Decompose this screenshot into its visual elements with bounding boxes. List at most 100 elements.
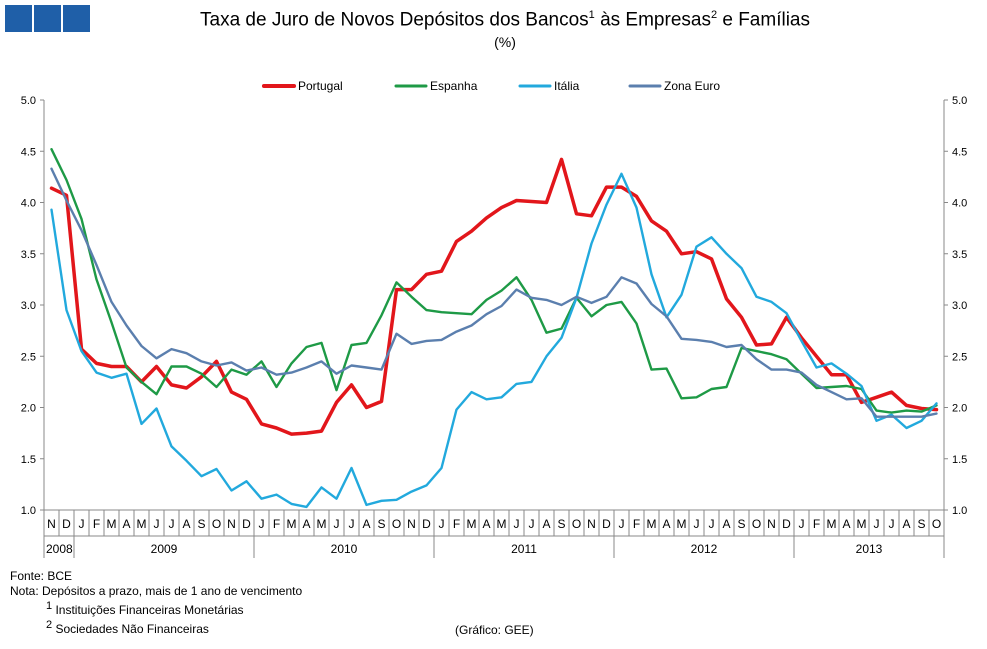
y-tick-label-right: 1.0	[952, 505, 967, 517]
legend-label: Itália	[554, 79, 580, 93]
year-label: 2008	[46, 542, 73, 556]
deposit-note: Nota: Depósitos a prazo, mais de 1 ano d…	[10, 584, 303, 598]
month-label: M	[647, 517, 657, 531]
source-note: Fonte: BCE	[10, 569, 73, 583]
month-label: S	[377, 517, 385, 531]
logo-square-3	[63, 5, 90, 32]
chart-subtitle: (%)	[494, 34, 516, 50]
month-label: A	[482, 517, 490, 531]
month-label: M	[827, 517, 837, 531]
logo-square-2	[34, 5, 61, 32]
title-text-2: às Empresas	[594, 9, 711, 31]
legend-label: Zona Euro	[664, 79, 720, 93]
month-label: N	[767, 517, 776, 531]
month-label: F	[453, 517, 460, 531]
y-tick-label-left: 2.0	[21, 403, 36, 415]
title-sup-2: 2	[710, 9, 718, 21]
legend-label: Espanha	[430, 79, 478, 93]
month-label: J	[349, 517, 355, 531]
footnote-2: 2 Sociedades Não Financeiras	[10, 618, 302, 637]
month-label: D	[782, 517, 791, 531]
y-tick-label-left: 5.0	[21, 95, 36, 107]
month-label: J	[79, 517, 85, 531]
month-label: M	[677, 517, 687, 531]
month-label: J	[799, 517, 805, 531]
month-label: D	[242, 517, 251, 531]
month-label: M	[137, 517, 147, 531]
month-label: J	[514, 517, 520, 531]
month-label: M	[857, 517, 867, 531]
footnotes: Fonte: BCE Nota: Depósitos a prazo, mais…	[10, 569, 302, 637]
month-label: N	[587, 517, 596, 531]
month-label: F	[813, 517, 820, 531]
y-tick-label-left: 1.5	[21, 454, 36, 466]
month-label: A	[902, 517, 910, 531]
month-label: A	[122, 517, 130, 531]
year-label: 2009	[151, 542, 178, 556]
year-label: 2010	[331, 542, 358, 556]
month-label: A	[362, 517, 370, 531]
month-label: O	[932, 517, 941, 531]
month-label: D	[422, 517, 431, 531]
series-line-itália	[50, 172, 938, 509]
month-label: S	[557, 517, 565, 531]
month-label: O	[212, 517, 221, 531]
chart-title: Taxa de Juro de Novos Depósitos dos Banc…	[100, 9, 910, 31]
month-label: F	[93, 517, 100, 531]
logo-square-1	[5, 5, 32, 32]
chart-credit: (Gráfico: GEE)	[455, 623, 534, 637]
month-label: J	[874, 517, 880, 531]
month-label: A	[842, 517, 850, 531]
month-label: J	[619, 517, 625, 531]
y-tick-label-left: 2.5	[21, 351, 36, 363]
year-label: 2012	[691, 542, 718, 556]
y-tick-label-right: 1.5	[952, 454, 967, 466]
month-label: M	[287, 517, 297, 531]
month-label: J	[259, 517, 265, 531]
y-tick-label-right: 4.5	[952, 146, 967, 158]
month-label: J	[154, 517, 160, 531]
month-label: M	[467, 517, 477, 531]
month-label: J	[889, 517, 895, 531]
y-tick-label-right: 2.0	[952, 403, 967, 415]
y-tick-label-left: 3.5	[21, 249, 36, 261]
footnote-1-number: 1	[46, 600, 53, 612]
month-label: O	[752, 517, 761, 531]
month-label: A	[302, 517, 310, 531]
month-label: M	[497, 517, 507, 531]
year-label: 2011	[511, 542, 537, 556]
y-tick-label-left: 4.0	[21, 198, 36, 210]
title-text-3: e Famílias	[717, 9, 810, 31]
footnote-2-text: Sociedades Não Financeiras	[52, 622, 209, 636]
month-label: S	[737, 517, 745, 531]
y-tick-label-right: 3.0	[952, 300, 967, 312]
month-label: N	[47, 517, 56, 531]
y-tick-label-left: 3.0	[21, 300, 36, 312]
y-tick-label-right: 4.0	[952, 198, 967, 210]
month-label: J	[529, 517, 535, 531]
y-tick-label-right: 3.5	[952, 249, 967, 261]
month-label: A	[662, 517, 670, 531]
title-sup-1: 1	[588, 9, 595, 21]
y-tick-label-right: 2.5	[952, 351, 967, 363]
month-label: J	[169, 517, 175, 531]
series-line-zona-euro	[50, 167, 938, 418]
month-label: S	[917, 517, 925, 531]
month-label: A	[722, 517, 730, 531]
month-label: M	[107, 517, 117, 531]
year-label: 2013	[856, 542, 883, 556]
month-label: N	[407, 517, 416, 531]
month-label: S	[197, 517, 205, 531]
month-label: N	[227, 517, 236, 531]
footnote-2-number: 2	[46, 619, 53, 631]
month-label: J	[334, 517, 340, 531]
footnote-1-text: Instituições Financeiras Monetárias	[52, 603, 244, 617]
month-label: O	[572, 517, 581, 531]
month-label: J	[439, 517, 445, 531]
month-label: J	[709, 517, 715, 531]
month-label: A	[542, 517, 550, 531]
y-tick-label-left: 1.0	[21, 505, 36, 517]
month-label: A	[182, 517, 190, 531]
y-tick-label-left: 4.5	[21, 146, 36, 158]
